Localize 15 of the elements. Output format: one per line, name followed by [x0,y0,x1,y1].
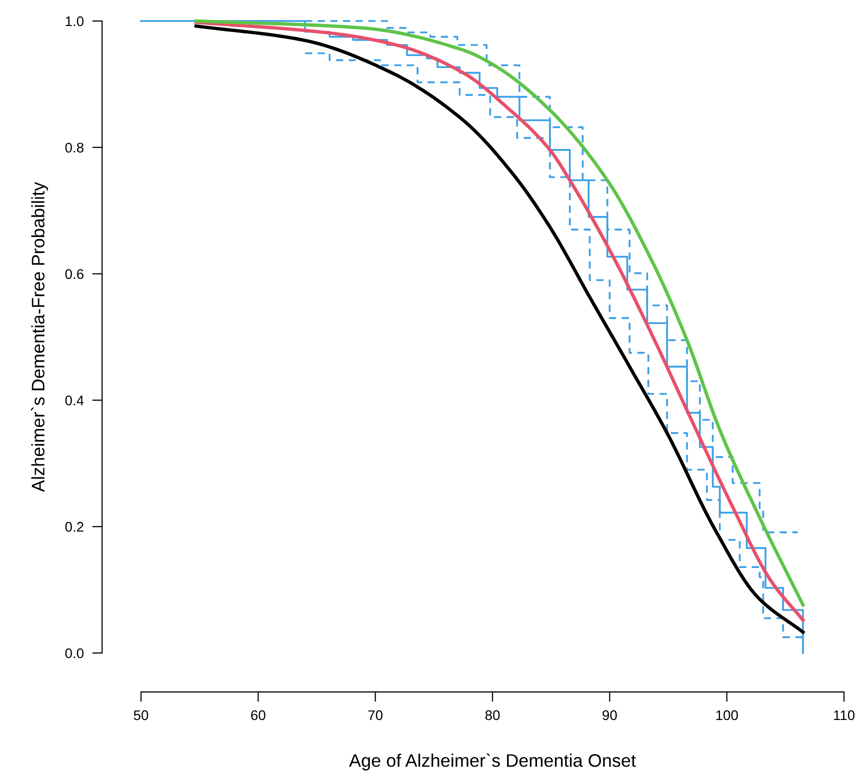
x-tick-label: 50 [134,710,148,720]
y-tick-label: 0.0 [65,648,84,658]
y-tick-label: 0.8 [65,142,84,153]
x-axis-title: Age of Alzheimer`s Dementia Onset [349,753,636,770]
y-tick-label: 0.2 [65,522,84,532]
y-axis-title: Alzheimer`s Dementia-Free Probability [31,182,48,492]
y-tick-label: 0.6 [65,269,84,279]
x-tick-label: 100 [716,710,738,720]
x-tick-label: 70 [368,710,383,720]
x-tick-label: 110 [834,710,855,720]
x-tick-label: 90 [602,710,617,720]
x-tick-label: 80 [485,710,500,720]
x-tick-label: 60 [251,710,266,720]
y-tick-label: 0.4 [65,396,84,406]
y-tick-label: 1.0 [66,16,84,26]
